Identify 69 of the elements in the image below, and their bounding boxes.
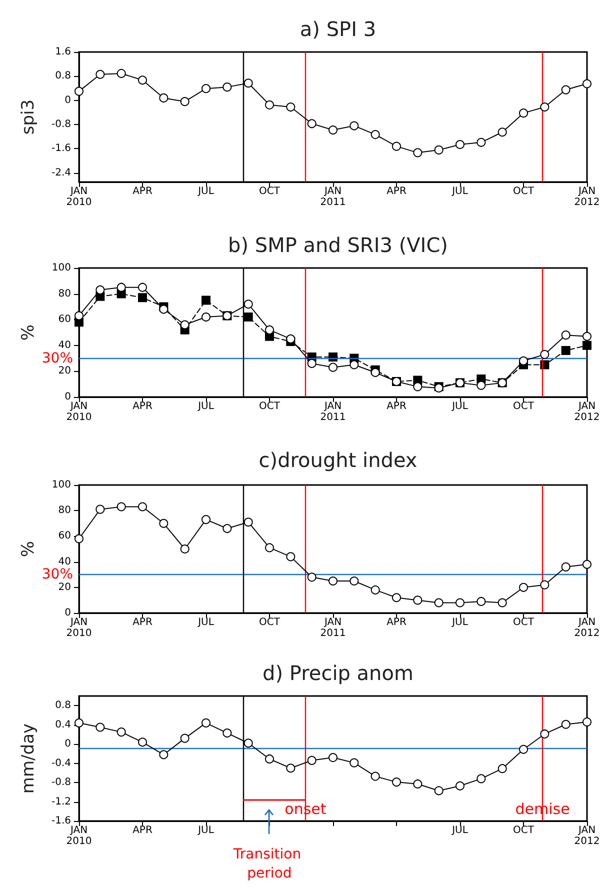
x-tick-label: JUL <box>451 825 468 836</box>
y-tick-label: 20 <box>58 366 71 377</box>
y-tick-label: 100 <box>52 480 71 490</box>
x-tick-label: JAN 2012 <box>574 617 600 639</box>
y-tick-label: 0.8 <box>55 700 71 712</box>
y-tick-label: 20 <box>58 582 71 593</box>
y-tick-label: 40 <box>58 340 71 351</box>
y-axis-title: spi3 <box>18 99 38 135</box>
ref-line-label: 30% <box>42 350 73 366</box>
x-tick-label: JUL <box>451 186 468 197</box>
x-tick-label: JUL <box>451 401 468 412</box>
y-axis-title: % <box>18 540 38 558</box>
x-tick-label: JAN 2011 <box>320 186 346 208</box>
x-tick-label: JUL <box>197 617 214 628</box>
x-tick-label: APR <box>132 617 152 628</box>
chart-title: d) Precip anom <box>262 661 414 685</box>
y-tick-label: 60 <box>58 314 71 326</box>
x-tick-label: JAN 2011 <box>320 617 346 639</box>
chart-title: b) SMP and SRI3 (VIC) <box>228 233 448 257</box>
y-tick-label: -1.6 <box>51 143 71 154</box>
x-tick-label: JUL <box>451 617 468 628</box>
x-tick-label: JUL <box>197 186 214 197</box>
x-tick-label: APR <box>386 617 406 628</box>
x-tick-label: OCT <box>513 186 535 197</box>
x-tick-label: JAN 2012 <box>574 825 600 847</box>
x-tick-label: JAN 2010 <box>66 825 92 847</box>
x-tick-label: APR <box>132 401 152 412</box>
y-tick-label: 80 <box>58 288 71 300</box>
x-tick-label: JAN 2011 <box>320 401 346 423</box>
y-axis-title: % <box>18 324 38 341</box>
ref-line-label: 30% <box>42 566 73 583</box>
x-tick-label: JUL <box>197 401 214 412</box>
y-tick-label: 40 <box>58 556 71 568</box>
chart-title: c)drought index <box>258 448 418 472</box>
y-tick-label: -2.4 <box>51 167 71 178</box>
y-tick-label: 0 <box>64 392 71 402</box>
chart-title: a) SPI 3 <box>300 17 376 41</box>
y-tick-label: -1.2 <box>51 796 71 808</box>
y-tick-label: 0 <box>64 738 71 750</box>
x-tick-label: OCT <box>259 617 281 628</box>
x-tick-label: JAN 2012 <box>574 186 600 208</box>
x-tick-label: APR <box>386 401 406 412</box>
y-tick-label: -0.4 <box>51 758 71 769</box>
y-tick-label: -0.8 <box>51 777 71 788</box>
x-tick-label: OCT <box>513 617 535 628</box>
y-tick-label: -1.6 <box>51 816 71 826</box>
text: Transition period <box>232 846 306 882</box>
x-tick-label: JUL <box>197 825 214 836</box>
y-tick-label: 100 <box>52 262 71 274</box>
y-axis-title: mm/day <box>18 723 38 794</box>
x-tick-label: APR <box>132 186 152 197</box>
y-tick-label: 0 <box>64 94 71 106</box>
x-tick-label: OCT <box>259 401 281 412</box>
x-tick-label: OCT <box>513 401 535 412</box>
y-tick-label: 1.6 <box>55 46 71 58</box>
x-tick-label: OCT <box>259 186 281 197</box>
y-tick-label: 0.8 <box>55 70 71 82</box>
y-tick-label: 0 <box>64 608 71 618</box>
x-tick-label: JAN 2012 <box>574 401 600 423</box>
x-tick-label: JAN 2010 <box>66 186 92 208</box>
x-tick-label: JAN 2010 <box>66 401 92 423</box>
x-tick-label: APR <box>132 825 152 836</box>
x-tick-label: JAN 2010 <box>66 617 92 639</box>
y-tick-label: -0.8 <box>51 119 71 130</box>
y-tick-label: 60 <box>58 530 71 542</box>
x-tick-label: OCT <box>513 825 535 836</box>
y-tick-label: 0.4 <box>55 719 71 730</box>
x-tick-label: APR <box>386 186 406 197</box>
y-tick-label: 80 <box>58 505 71 516</box>
